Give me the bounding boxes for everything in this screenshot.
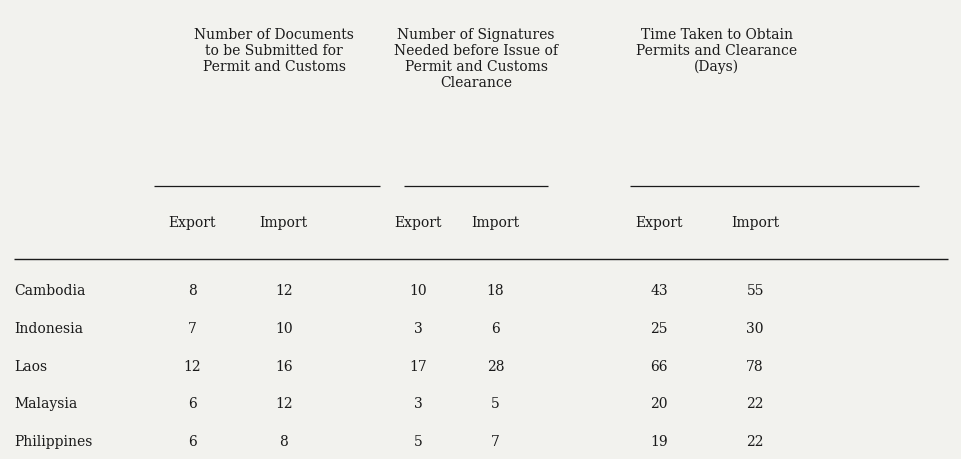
- Text: Import: Import: [471, 216, 519, 230]
- Text: Export: Export: [394, 216, 442, 230]
- Text: 22: 22: [746, 435, 763, 449]
- Text: 6: 6: [187, 435, 197, 449]
- Text: 30: 30: [746, 322, 763, 336]
- Text: 43: 43: [650, 285, 667, 298]
- Text: 17: 17: [409, 360, 427, 374]
- Text: Time Taken to Obtain
Permits and Clearance
(Days): Time Taken to Obtain Permits and Clearan…: [635, 28, 797, 74]
- Text: Malaysia: Malaysia: [14, 397, 78, 411]
- Text: 7: 7: [490, 435, 500, 449]
- Text: Export: Export: [634, 216, 682, 230]
- Text: Number of Documents
to be Submitted for
Permit and Customs: Number of Documents to be Submitted for …: [194, 28, 354, 74]
- Text: Laos: Laos: [14, 360, 47, 374]
- Text: 20: 20: [650, 397, 667, 411]
- Text: 28: 28: [486, 360, 504, 374]
- Text: 6: 6: [187, 397, 197, 411]
- Text: 5: 5: [413, 435, 423, 449]
- Text: Cambodia: Cambodia: [14, 285, 86, 298]
- Text: 12: 12: [275, 397, 292, 411]
- Text: Export: Export: [168, 216, 216, 230]
- Text: 8: 8: [279, 435, 288, 449]
- Text: Import: Import: [730, 216, 778, 230]
- Text: 5: 5: [490, 397, 500, 411]
- Text: 3: 3: [413, 322, 423, 336]
- Text: 8: 8: [187, 285, 197, 298]
- Text: 22: 22: [746, 397, 763, 411]
- Text: 10: 10: [275, 322, 292, 336]
- Text: 25: 25: [650, 322, 667, 336]
- Text: 7: 7: [187, 322, 197, 336]
- Text: 6: 6: [490, 322, 500, 336]
- Text: 19: 19: [650, 435, 667, 449]
- Text: 10: 10: [409, 285, 427, 298]
- Text: 16: 16: [275, 360, 292, 374]
- Text: 12: 12: [184, 360, 201, 374]
- Text: Import: Import: [259, 216, 308, 230]
- Text: 66: 66: [650, 360, 667, 374]
- Text: 55: 55: [746, 285, 763, 298]
- Text: 12: 12: [275, 285, 292, 298]
- Text: Philippines: Philippines: [14, 435, 92, 449]
- Text: Indonesia: Indonesia: [14, 322, 84, 336]
- Text: Number of Signatures
Needed before Issue of
Permit and Customs
Clearance: Number of Signatures Needed before Issue…: [394, 28, 557, 90]
- Text: 78: 78: [746, 360, 763, 374]
- Text: 3: 3: [413, 397, 423, 411]
- Text: 18: 18: [486, 285, 504, 298]
